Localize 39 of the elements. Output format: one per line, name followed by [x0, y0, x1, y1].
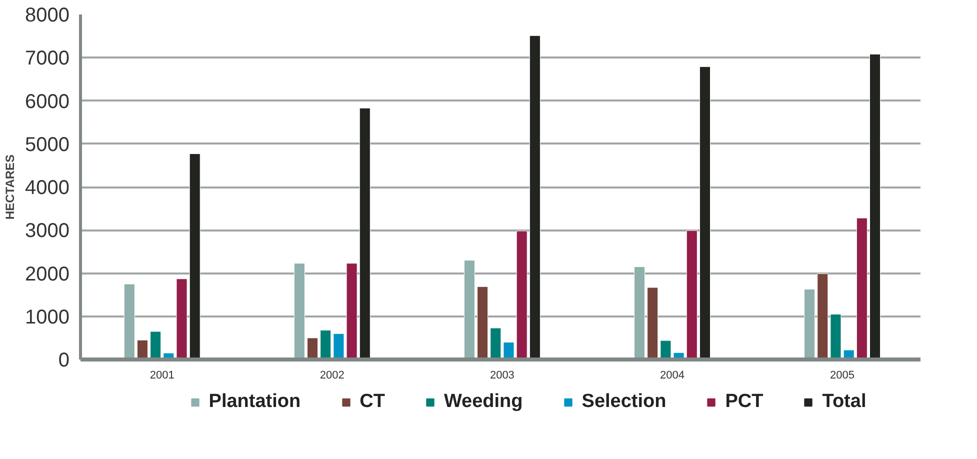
- bar: [307, 338, 318, 360]
- bar: [647, 287, 658, 360]
- y-tick-label: 8000: [25, 4, 70, 26]
- legend-label: Weeding: [444, 391, 523, 413]
- bar: [686, 230, 698, 360]
- x-tick-label: 2005: [830, 370, 855, 382]
- bar: [359, 108, 370, 360]
- y-tick-label: 2000: [25, 263, 70, 286]
- bar: [477, 286, 488, 360]
- bar: [804, 288, 816, 360]
- legend-label: CT: [360, 391, 385, 413]
- bar: [150, 331, 162, 360]
- bar: [634, 266, 646, 360]
- bar: [529, 35, 540, 360]
- bar: [189, 154, 200, 360]
- bar: [124, 284, 135, 360]
- bar: [869, 54, 881, 360]
- x-tick-label: 2004: [660, 370, 684, 382]
- bar: [294, 263, 305, 360]
- y-tick-label: 3000: [25, 220, 70, 242]
- bar: [817, 273, 828, 360]
- y-axis-title: HECTARES: [3, 154, 18, 220]
- y-tick-label: 0: [58, 350, 70, 372]
- legend-label: Total: [822, 391, 866, 413]
- legend-label: Selection: [582, 391, 666, 413]
- bar: [464, 260, 475, 360]
- y-tick-label: 6000: [25, 90, 70, 113]
- x-tick-label: 2003: [490, 370, 514, 382]
- x-tick-label: 2002: [320, 370, 344, 382]
- x-tick-label: 2001: [150, 370, 174, 382]
- bar: [856, 218, 868, 360]
- y-tick-label: 5000: [25, 134, 70, 156]
- legend-label: PCT: [725, 391, 764, 413]
- bar: [699, 66, 710, 360]
- y-tick-label: 7000: [25, 48, 70, 70]
- y-tick-label: 4000: [25, 177, 70, 199]
- legend-label: Plantation: [208, 391, 301, 413]
- bar: [320, 330, 332, 360]
- y-tick-label: 1000: [25, 306, 70, 328]
